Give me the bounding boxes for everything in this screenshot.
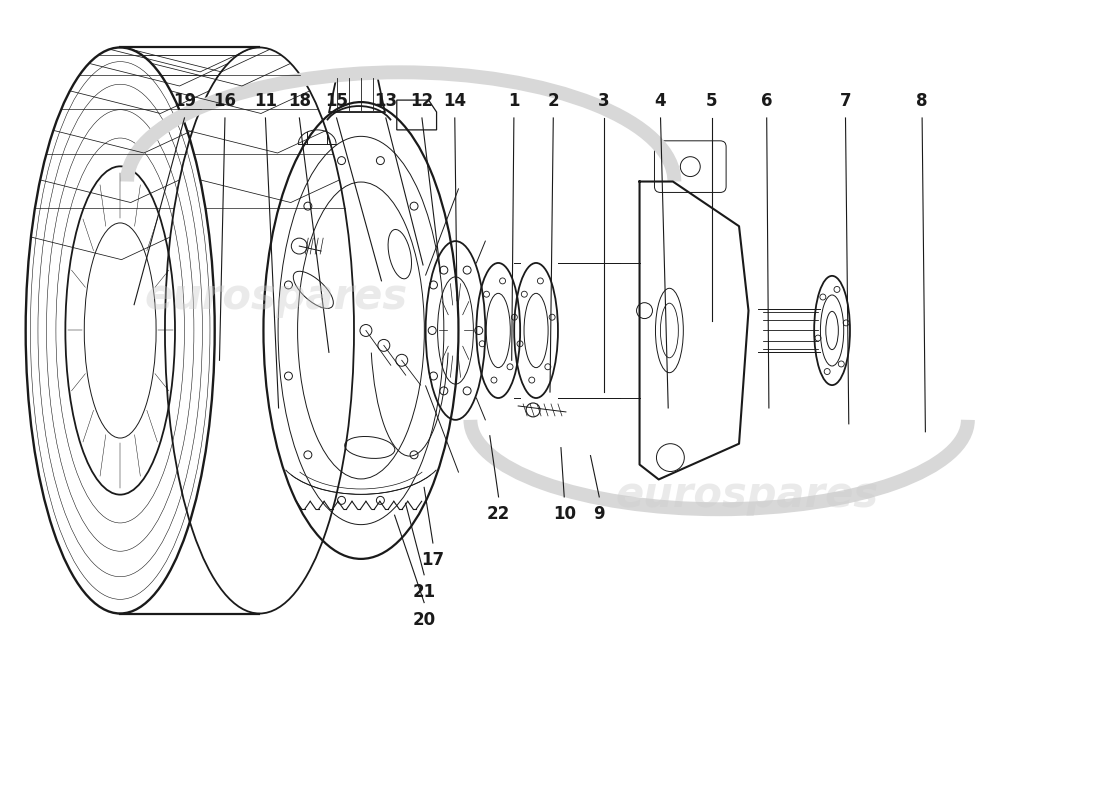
Text: 4: 4: [654, 92, 667, 110]
Text: 19: 19: [173, 92, 196, 110]
Text: eurospares: eurospares: [145, 276, 408, 318]
Text: 6: 6: [761, 92, 772, 110]
Text: 22: 22: [487, 505, 510, 523]
Text: 16: 16: [213, 92, 236, 110]
Text: 8: 8: [916, 92, 928, 110]
Text: 15: 15: [326, 92, 348, 110]
Text: eurospares: eurospares: [615, 474, 879, 516]
Text: 11: 11: [254, 92, 277, 110]
Text: 2: 2: [548, 92, 559, 110]
Text: 14: 14: [443, 92, 466, 110]
Text: 12: 12: [410, 92, 433, 110]
Text: 18: 18: [288, 92, 311, 110]
Text: 21: 21: [412, 582, 436, 601]
Text: 7: 7: [839, 92, 851, 110]
Text: 3: 3: [597, 92, 609, 110]
Text: 13: 13: [374, 92, 397, 110]
Text: 9: 9: [593, 505, 605, 523]
Text: 5: 5: [706, 92, 717, 110]
Text: 1: 1: [508, 92, 519, 110]
Text: 17: 17: [421, 551, 444, 569]
Text: 10: 10: [552, 505, 575, 523]
Text: 20: 20: [412, 610, 436, 629]
